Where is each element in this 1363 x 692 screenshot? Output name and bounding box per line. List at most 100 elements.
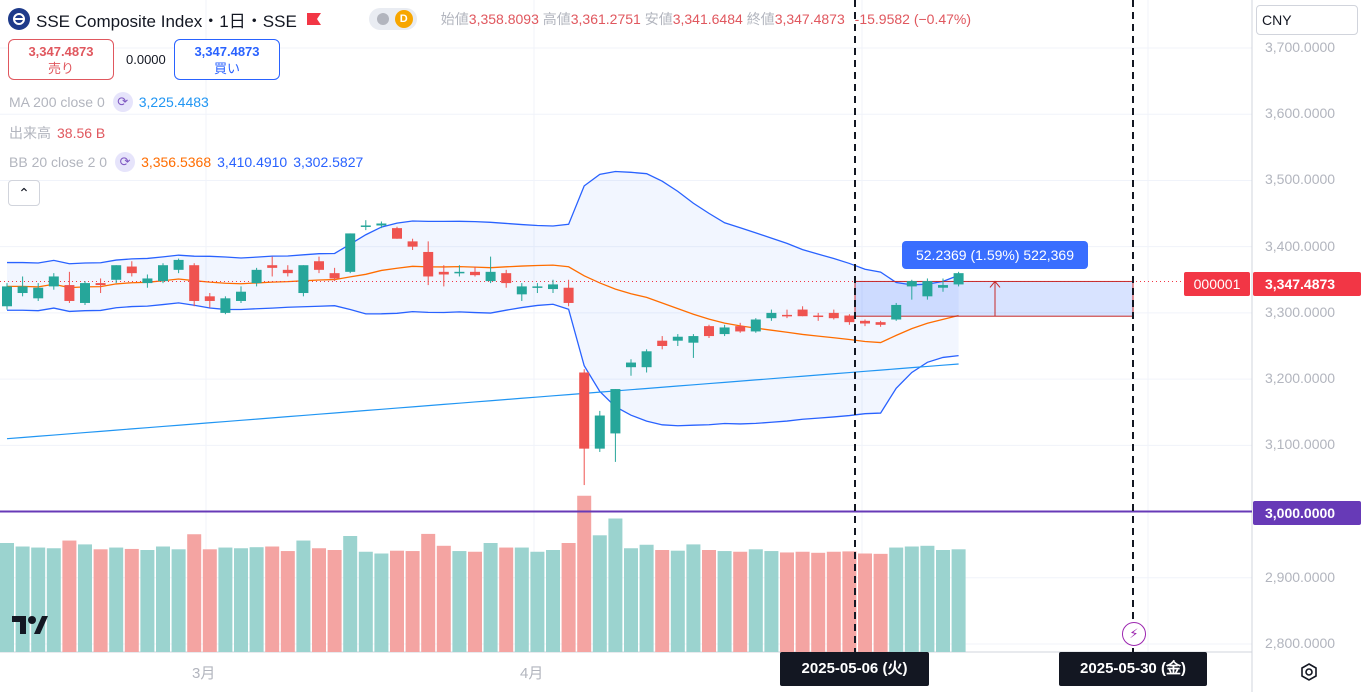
candle-body: [454, 271, 465, 274]
candle-body: [267, 265, 278, 268]
candle-body: [204, 296, 215, 301]
price-tick-label: 3,300.0000: [1265, 303, 1336, 320]
refresh-icon[interactable]: ⟳: [112, 92, 133, 112]
candle-body: [423, 251, 434, 277]
candle-body: [407, 241, 418, 247]
volume-bar: [358, 551, 373, 652]
month-label: 3月: [192, 665, 216, 682]
volume-bar: [343, 536, 358, 652]
month-label: 4月: [520, 665, 544, 682]
buy-button[interactable]: 3,347.4873 買い: [174, 39, 280, 80]
candle-body: [376, 223, 387, 226]
candle-body: [953, 273, 964, 285]
volume-bar: [327, 550, 342, 652]
volume-bar: [280, 551, 295, 652]
volume-bar: [795, 551, 810, 652]
volume-bar: [421, 533, 436, 652]
ma200-line: [6, 363, 959, 440]
volume-bar: [452, 551, 467, 652]
volume-bar: [780, 552, 794, 652]
volume-bar: [0, 543, 14, 652]
candle-body: [329, 273, 340, 279]
candle-body: [438, 271, 449, 275]
volume-bar: [296, 540, 311, 652]
volume-bar: [858, 553, 872, 652]
candle-body: [766, 312, 777, 319]
ma-legend[interactable]: MA 200 close 0 ⟳ 3,225.4483: [9, 92, 209, 112]
price-tick-label: 3,200.0000: [1265, 370, 1336, 387]
volume-legend[interactable]: 出来高 38.56 B: [9, 125, 106, 141]
candle-body: [626, 362, 636, 368]
range-start-date: 2025-05-06 (火): [780, 652, 929, 686]
lightning-icon[interactable]: ⚡: [1122, 622, 1146, 646]
candle-body: [532, 286, 543, 288]
price-tick-label: 3,100.0000: [1265, 436, 1336, 453]
bb-legend[interactable]: BB 20 close 2 0 ⟳ 3,356.5368 3,410.4910 …: [9, 152, 364, 172]
volume-bar: [639, 544, 654, 652]
volume-bar: [156, 546, 170, 652]
candle-body: [688, 336, 699, 343]
market-status-pill[interactable]: D: [368, 8, 417, 30]
candle-body: [610, 389, 621, 434]
price-tick-label: 3,400.0000: [1265, 237, 1336, 254]
bollinger-band-fill: [7, 171, 959, 426]
volume-bar: [46, 548, 61, 652]
measure-rect[interactable]: [854, 280, 1134, 317]
candle-body: [220, 298, 231, 313]
price-tick-label: 3,700.0000: [1265, 39, 1336, 55]
candle-body: [111, 265, 122, 280]
volume-bar: [717, 551, 732, 652]
volume-bar: [686, 544, 701, 652]
range-end-date: 2025-05-30 (金): [1059, 652, 1207, 686]
volume-bar: [702, 550, 716, 652]
candle-body: [142, 278, 153, 284]
candle-body: [158, 265, 168, 282]
candle-body: [501, 273, 512, 284]
candle-body: [672, 336, 683, 341]
volume-bar: [936, 550, 950, 652]
collapse-legend-button[interactable]: ⌃: [8, 180, 40, 206]
measure-area: [854, 280, 1134, 317]
volume-bar: [436, 545, 451, 652]
candle-body: [189, 265, 200, 301]
candle-body: [579, 372, 590, 449]
symbol-title[interactable]: SSE Composite Index・1日・SSE: [36, 11, 297, 31]
bb-fill-area: [7, 171, 959, 426]
volume-bar: [842, 551, 857, 652]
bb-lower-line: [7, 302, 959, 427]
change-value: -15.9582 (−0.47%): [854, 11, 972, 27]
candle-body: [641, 351, 652, 368]
volume-bar: [171, 549, 186, 652]
candle-body: [548, 284, 558, 290]
price-tick-label: 2,900.0000: [1265, 568, 1336, 585]
volume-bar: [265, 546, 280, 652]
candle-body: [95, 283, 106, 286]
sell-button[interactable]: 3,347.4873 売り: [8, 39, 114, 80]
candle-body: [80, 283, 90, 303]
measure-tooltip: 52.2369 (1.59%) 522,369: [902, 241, 1088, 269]
volume-bar: [468, 551, 482, 652]
settings-icon[interactable]: [1298, 661, 1320, 683]
candle-body: [2, 286, 12, 307]
volume-bar: [624, 548, 638, 652]
candle-body: [126, 266, 137, 274]
candle-body: [922, 281, 933, 297]
volume-bar: [218, 547, 233, 652]
grid-lines: [0, 0, 1253, 692]
price-tick-label: 3,600.0000: [1265, 105, 1336, 122]
symbol-price-label: 000001: [1184, 272, 1250, 296]
refresh-icon[interactable]: ⟳: [115, 152, 136, 172]
candle-body: [594, 415, 605, 449]
volume-bars: [0, 495, 966, 652]
volume-bar: [733, 551, 748, 652]
flag-icon[interactable]: [305, 12, 323, 26]
volume-bar: [889, 547, 904, 652]
currency-select[interactable]: CNY: [1256, 5, 1358, 35]
candle-body: [17, 286, 28, 294]
candle-body: [938, 285, 948, 288]
tradingview-logo-icon[interactable]: [12, 614, 48, 642]
bb-upper-line: [7, 170, 959, 286]
candle-body: [48, 276, 59, 287]
